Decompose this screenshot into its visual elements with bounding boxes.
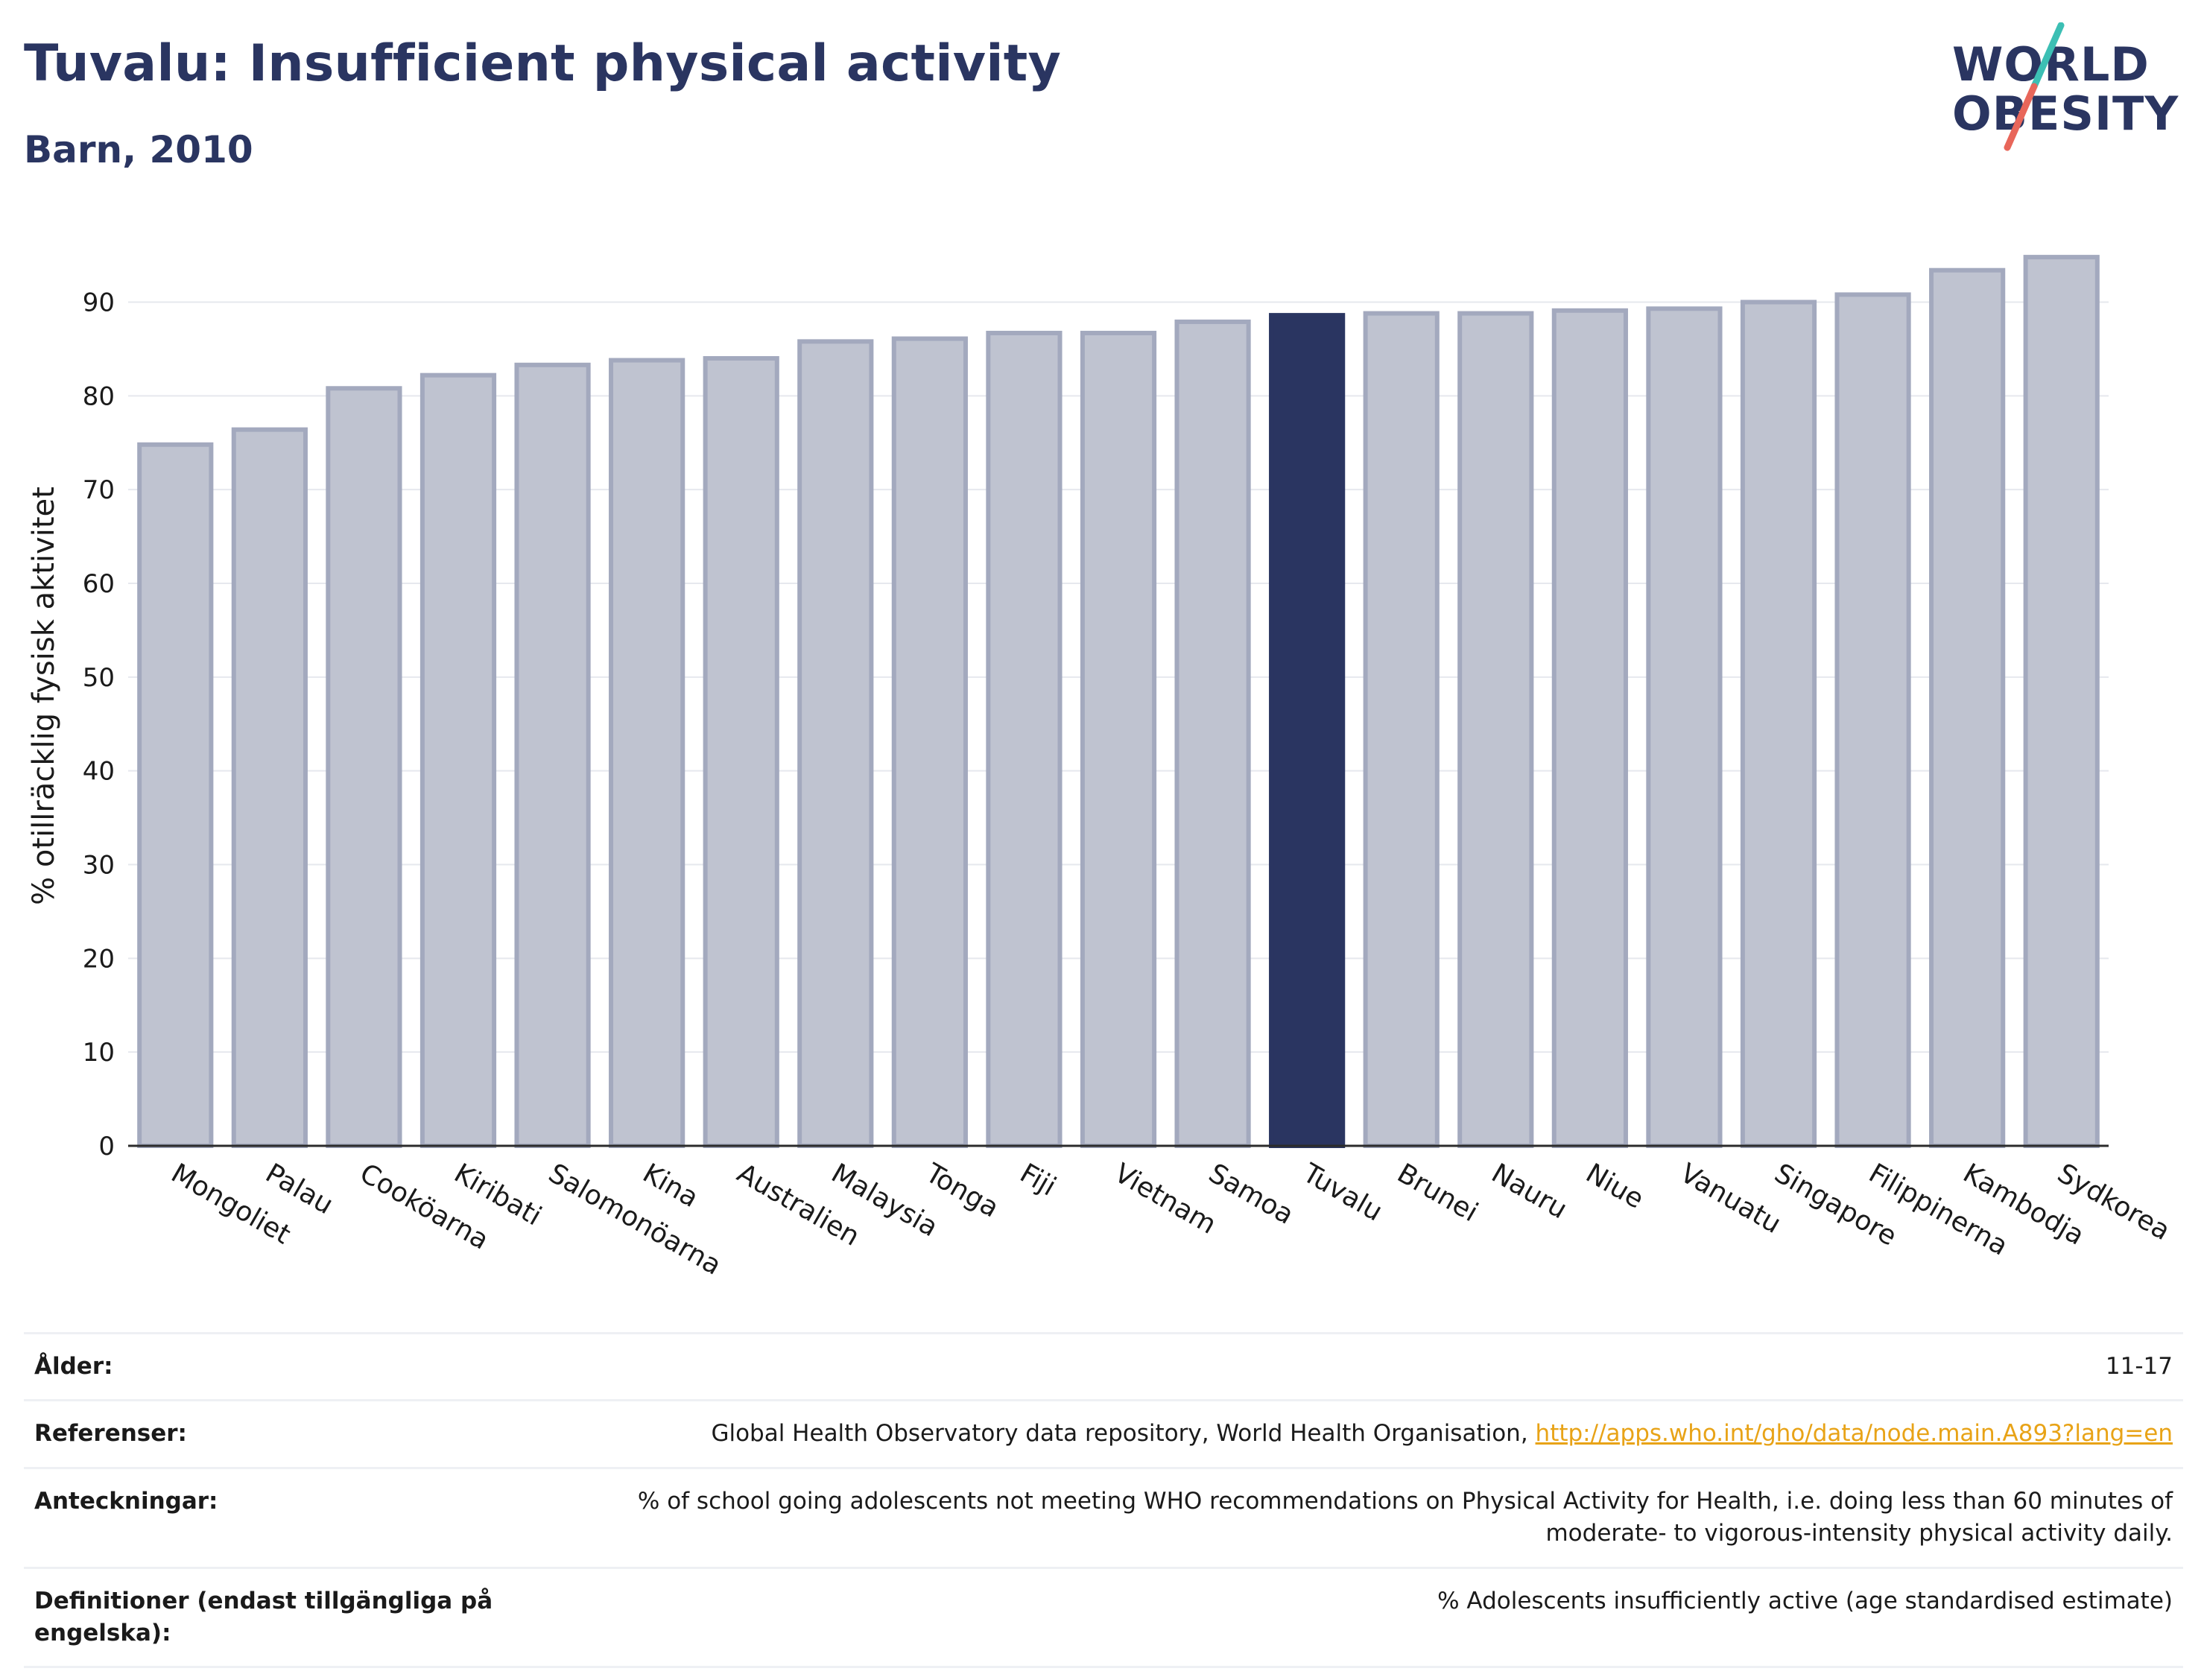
y-axis-label: % otillräcklig fysisk aktivitet	[27, 486, 61, 905]
y-tick-label: 80	[83, 381, 115, 411]
bar-salomonöarna	[514, 362, 591, 1148]
info-label-notes: Anteckningar:	[34, 1487, 218, 1515]
y-tick-label: 0	[98, 1132, 115, 1161]
info-row-age: Ålder: 11-17	[24, 1332, 2183, 1399]
bar-kiribati	[419, 373, 497, 1148]
info-row-references: Referenser: Global Health Observatory da…	[24, 1399, 2183, 1466]
bar-nauru	[1457, 311, 1534, 1149]
y-tick-label: 90	[83, 288, 115, 318]
bar-vietnam	[1080, 331, 1157, 1148]
bar-fiji	[986, 331, 1063, 1148]
y-tick-label: 70	[83, 475, 115, 505]
bar-tuvalu	[1269, 313, 1346, 1148]
y-tick-label: 30	[83, 851, 115, 881]
bar-palau	[231, 427, 308, 1148]
info-row-definitions: Definitioner (endast tillgängliga på eng…	[24, 1566, 2183, 1669]
y-tick-label: 40	[83, 757, 115, 787]
bar-niue	[1551, 308, 1628, 1149]
info-label-references: Referenser:	[34, 1420, 187, 1448]
bar-tonga	[891, 336, 968, 1149]
x-tick-label: Kina	[638, 1158, 703, 1214]
info-value-definitions: % Adolescents insufficiently active (age…	[1437, 1587, 2173, 1614]
x-tick-label: Niue	[1580, 1158, 1648, 1214]
bar-australien	[703, 356, 779, 1148]
info-label-age: Ålder:	[34, 1353, 113, 1380]
reference-link[interactable]: http://apps.who.int/gho/data/node.main.A…	[1535, 1420, 2173, 1448]
x-tick-label: Vietnam	[1109, 1158, 1221, 1240]
info-label-definitions: Definitioner (endast tillgängliga på eng…	[34, 1587, 493, 1646]
bar-mongoliet	[137, 442, 214, 1148]
y-tick-label: 50	[83, 663, 115, 693]
bar-singapore	[1740, 299, 1817, 1148]
x-tick-label: Brunei	[1392, 1158, 1483, 1228]
x-tick-label: Fiji	[1015, 1158, 1061, 1202]
bar-cooköarna	[326, 386, 402, 1148]
x-tick-label: Nauru	[1486, 1158, 1572, 1225]
info-value-references: Global Health Observatory data repositor…	[711, 1418, 2173, 1450]
info-table: Ålder: 11-17 Referenser: Global Health O…	[24, 1332, 2183, 1669]
info-value-age: 11-17	[2105, 1353, 2173, 1380]
bar-brunei	[1363, 311, 1440, 1149]
x-tick-label: Tuvalu	[1297, 1158, 1387, 1228]
y-tick-label: 10	[83, 1038, 115, 1068]
x-tick-label: Vanuatu	[1675, 1158, 1786, 1240]
y-tick-label: 20	[83, 944, 115, 974]
info-value-notes: % of school going adolescents not meetin…	[637, 1487, 2173, 1547]
bar-kina	[609, 358, 685, 1148]
bar-samoa	[1174, 319, 1251, 1148]
world-obesity-logo: WORLD OBESITY	[1945, 22, 2191, 156]
bar-vanuatu	[1646, 306, 1723, 1148]
logo-slash-icon	[2004, 22, 2065, 151]
chart-title: Tuvalu: Insufficient physical activity	[24, 34, 1061, 93]
reference-text: Global Health Observatory data repositor…	[711, 1420, 1536, 1448]
y-tick-label: 60	[83, 569, 115, 599]
bar-kambodja	[1929, 267, 2006, 1148]
bar-sydkorea	[2023, 255, 2100, 1149]
info-row-notes: Anteckningar: % of school going adolesce…	[24, 1466, 2183, 1567]
bar-filippinerna	[1834, 292, 1911, 1148]
chart-subtitle: Barn, 2010	[24, 128, 253, 171]
logo-word-2: OBESITY	[1952, 86, 2179, 141]
x-tick-label: Salomonöarna	[543, 1158, 726, 1281]
bar-malaysia	[797, 339, 874, 1149]
